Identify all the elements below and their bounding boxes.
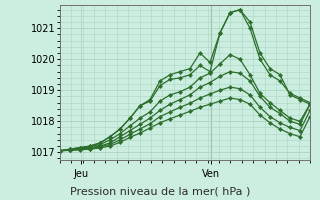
- Text: Pression niveau de la mer( hPa ): Pression niveau de la mer( hPa ): [70, 186, 250, 196]
